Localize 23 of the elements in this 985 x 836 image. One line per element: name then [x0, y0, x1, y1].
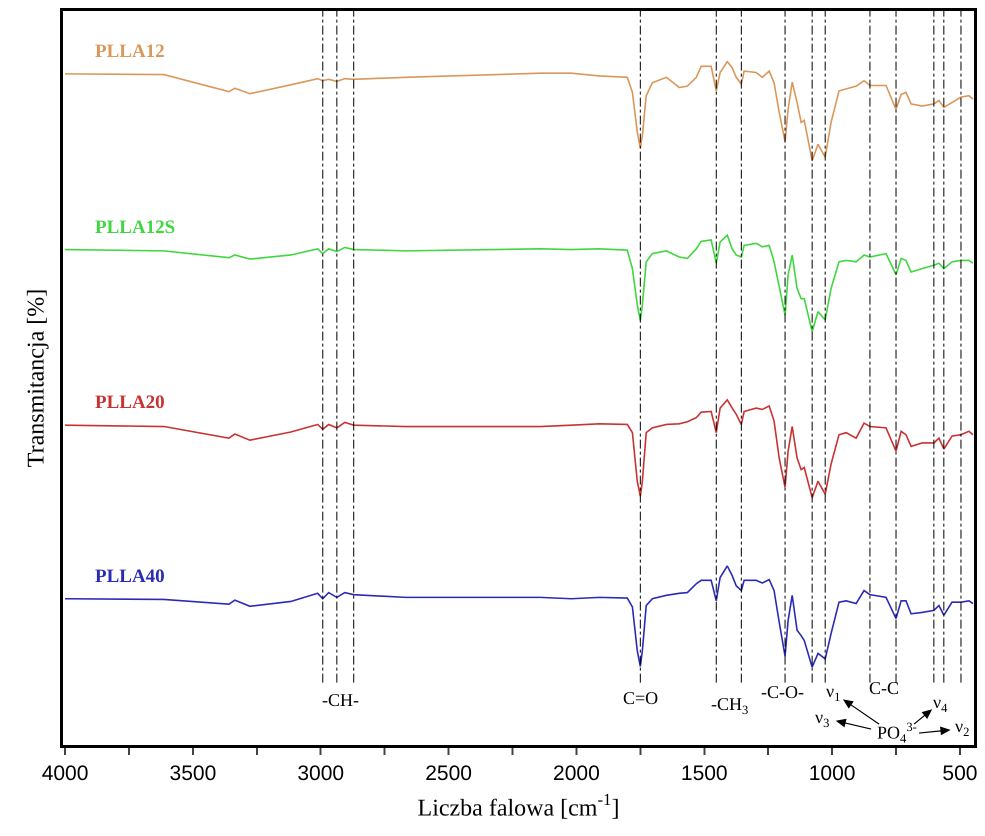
annotation: C-C — [869, 678, 900, 698]
x-tick-label: 4000 — [42, 762, 88, 785]
annotation: -CH$_{3}$ — [711, 694, 748, 717]
series-label: PLLA40 — [95, 566, 165, 587]
annotation: ν$_{4}$ — [933, 692, 948, 715]
x-tick-label: 3000 — [297, 762, 344, 785]
series-label: PLLA20 — [95, 392, 165, 413]
x-tick-label: 2000 — [553, 762, 600, 785]
x-tick-label: 3500 — [170, 762, 216, 785]
x-tick-label: 1500 — [680, 762, 728, 785]
annotation: ν$_{1}$ — [826, 681, 840, 704]
annotation: -C-O- — [761, 682, 804, 702]
x-tick-label: 2500 — [425, 762, 472, 785]
annotation: ν$_{3}$ — [815, 707, 830, 730]
x-axis-title: Liczba falowa [cm$^{-1}$] — [418, 790, 620, 822]
series-label: PLLA12 — [95, 41, 165, 62]
annotation: ν$_{2}$ — [955, 716, 970, 739]
x-tick-label: 500 — [942, 762, 978, 785]
series-label: PLLA12S — [95, 217, 176, 238]
x-tick-label: 1000 — [808, 762, 856, 785]
annotation: -CH- — [322, 690, 359, 710]
y-axis-title: Transmitancja [%] — [23, 288, 50, 468]
annotation: C=O — [623, 688, 658, 708]
